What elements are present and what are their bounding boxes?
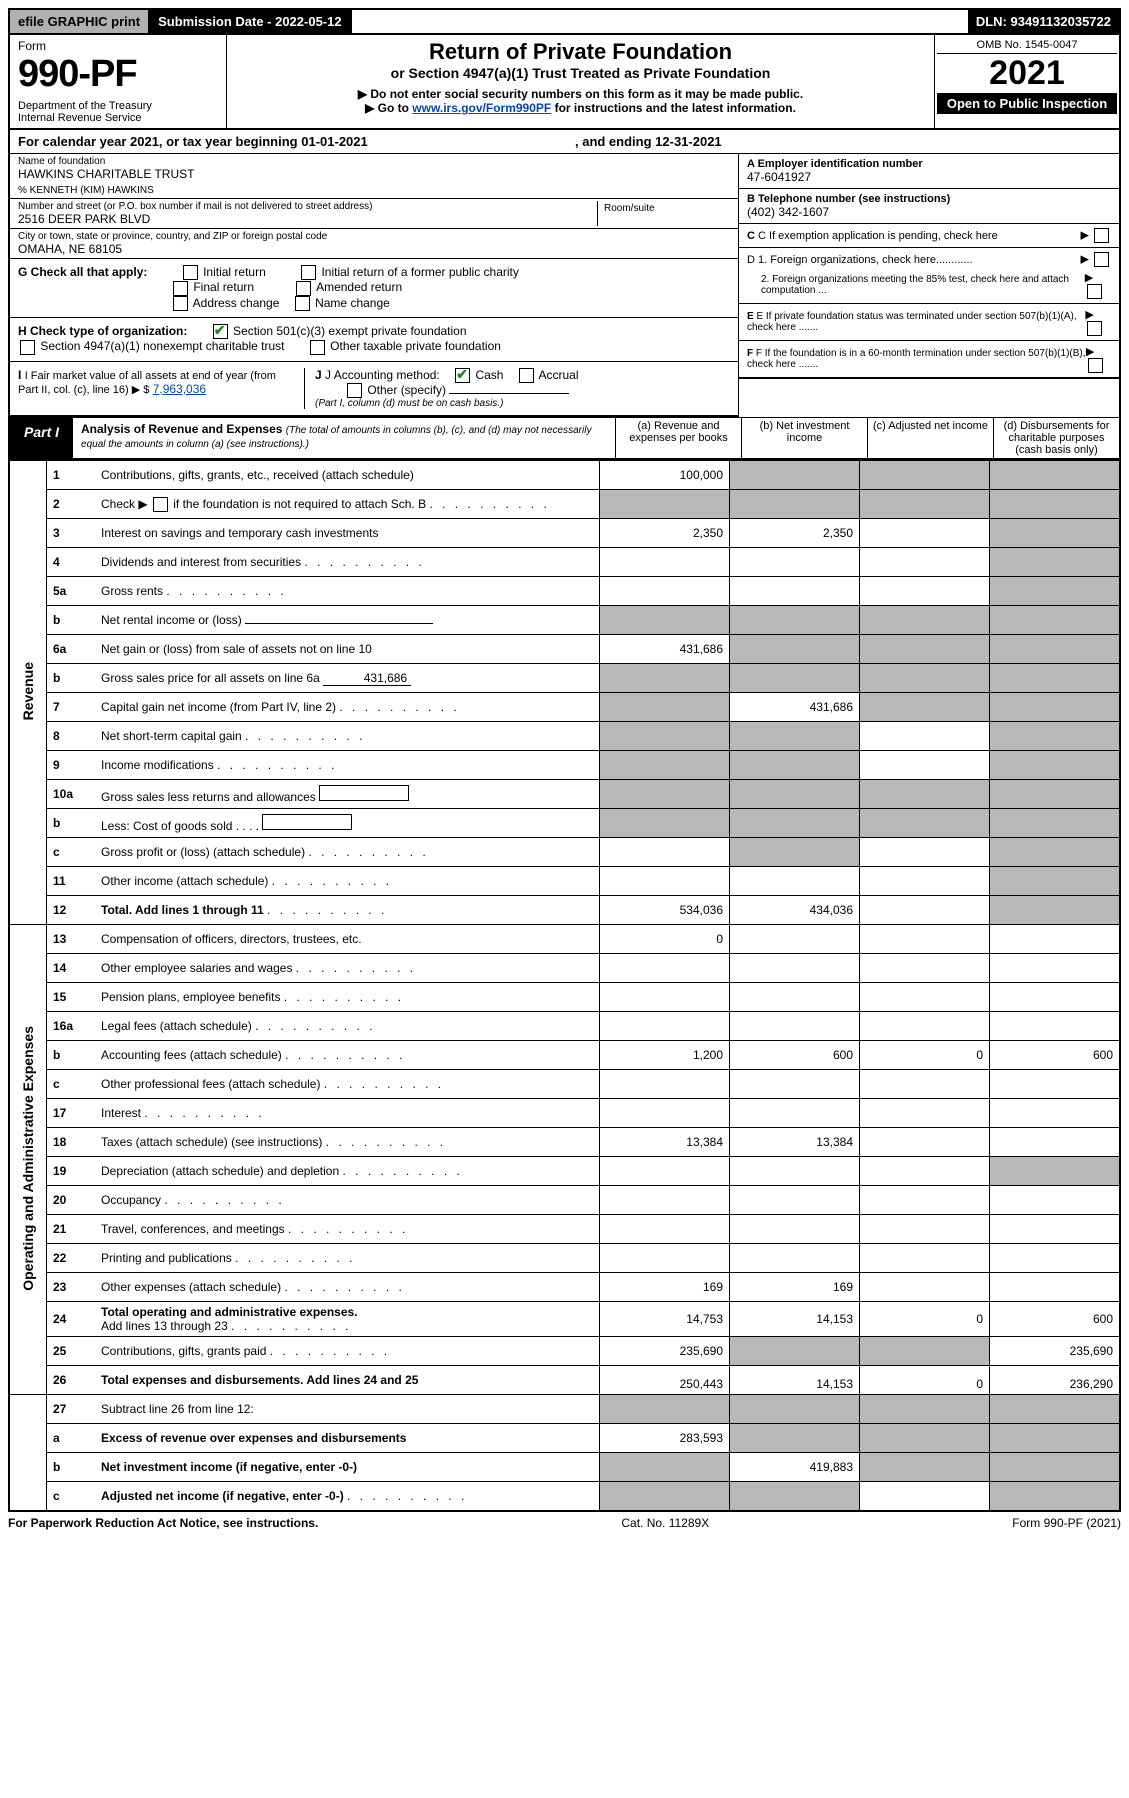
entity-info: Name of foundation HAWKINS CHARITABLE TR… [8,154,1121,417]
table-row: 24 Total operating and administrative ex… [9,1302,1120,1337]
other-method-checkbox[interactable] [347,383,362,398]
table-row: c Gross profit or (loss) (attach schedul… [9,838,1120,867]
tax-year: 2021 [937,54,1117,93]
col-b-header: (b) Net investment income [741,418,867,458]
part1-table: Revenue 1 Contributions, gifts, grants, … [8,460,1121,1512]
paperwork-notice: For Paperwork Reduction Act Notice, see … [8,1516,318,1530]
instructions-link[interactable]: www.irs.gov/Form990PF [412,101,551,115]
topbar: efile GRAPHIC print Submission Date - 20… [8,8,1121,35]
phone-value: (402) 342-1607 [747,205,829,219]
page-footer: For Paperwork Reduction Act Notice, see … [8,1512,1121,1534]
street-address: 2516 DEER PARK BLVD [18,212,597,226]
exemption-pending-checkbox[interactable] [1094,228,1109,243]
table-row: 22 Printing and publications [9,1244,1120,1273]
table-row: 4 Dividends and interest from securities [9,548,1120,577]
sch-b-checkbox[interactable] [153,497,168,512]
amended-return-checkbox[interactable] [296,281,311,296]
table-row: 26 Total expenses and disbursements. Add… [9,1366,1120,1395]
nonexempt-trust-checkbox[interactable] [20,340,35,355]
form-header: Form 990-PF Department of the Treasury I… [8,35,1121,130]
care-of: % KENNETH (KIM) HAWKINS [18,185,730,196]
name-change-checkbox[interactable] [295,296,310,311]
table-row: 20 Occupancy [9,1186,1120,1215]
accrual-method-checkbox[interactable] [519,368,534,383]
table-row: 16a Legal fees (attach schedule) [9,1012,1120,1041]
initial-former-checkbox[interactable] [301,265,316,280]
form-title-block: Return of Private Foundation or Section … [227,35,934,128]
year-block: OMB No. 1545-0047 2021 Open to Public In… [934,35,1119,128]
form-ref: Form 990-PF (2021) [1012,1516,1121,1530]
table-row: 14 Other employee salaries and wages [9,954,1120,983]
table-row: 3 Interest on savings and temporary cash… [9,519,1120,548]
form-number: 990-PF [18,53,137,95]
exempt-foundation-checkbox[interactable] [213,324,228,339]
status-terminated-checkbox[interactable] [1087,321,1102,336]
table-row: b Accounting fees (attach schedule) 1,20… [9,1041,1120,1070]
omb-number: OMB No. 1545-0047 [937,37,1117,54]
foreign-85-checkbox[interactable] [1087,284,1102,299]
form-number-block: Form 990-PF Department of the Treasury I… [10,35,227,128]
form-title: Return of Private Foundation [247,39,914,65]
table-row: 6a Net gain or (loss) from sale of asset… [9,635,1120,664]
calendar-year-line: For calendar year 2021, or tax year begi… [8,130,1121,154]
table-row: 15 Pension plans, employee benefits [9,983,1120,1012]
section-g: G Check all that apply: Initial return I… [10,259,738,318]
table-row: 9 Income modifications [9,751,1120,780]
foreign-org-checkbox[interactable] [1094,252,1109,267]
part1-label: Part I [10,418,73,458]
table-row: Operating and Administrative Expenses 13… [9,925,1120,954]
table-row: 11 Other income (attach schedule) [9,867,1120,896]
table-row: 17 Interest [9,1099,1120,1128]
table-row: Revenue 1 Contributions, gifts, grants, … [9,461,1120,490]
city-state-zip: OMAHA, NE 68105 [18,242,730,256]
section-i-j: I I Fair market value of all assets at e… [10,362,738,418]
dln: DLN: 93491132035722 [968,10,1119,33]
table-row: 23 Other expenses (attach schedule) 169 … [9,1273,1120,1302]
table-row: 10a Gross sales less returns and allowan… [9,780,1120,809]
table-row: 19 Depreciation (attach schedule) and de… [9,1157,1120,1186]
table-row: b Net rental income or (loss) [9,606,1120,635]
final-return-checkbox[interactable] [173,281,188,296]
table-row: c Adjusted net income (if negative, ente… [9,1482,1120,1512]
table-row: 7 Capital gain net income (from Part IV,… [9,693,1120,722]
table-row: 5a Gross rents [9,577,1120,606]
table-row: 8 Net short-term capital gain [9,722,1120,751]
table-row: 21 Travel, conferences, and meetings [9,1215,1120,1244]
ein-value: 47-6041927 [747,170,811,184]
table-row: c Other professional fees (attach schedu… [9,1070,1120,1099]
foundation-name: HAWKINS CHARITABLE TRUST [18,167,730,181]
part1-header: Part I Analysis of Revenue and Expenses … [8,417,1121,460]
other-taxable-checkbox[interactable] [310,340,325,355]
efile-label: efile GRAPHIC print [10,10,150,33]
col-c-header: (c) Adjusted net income [867,418,993,458]
open-to-public: Open to Public Inspection [937,93,1117,114]
initial-return-checkbox[interactable] [183,265,198,280]
table-row: 2 Check ▶ if the foundation is not requi… [9,490,1120,519]
table-row: b Less: Cost of goods sold . . . . [9,809,1120,838]
section-h: H Check type of organization: Section 50… [10,318,738,362]
revenue-side-label: Revenue [9,461,47,925]
col-d-header: (d) Disbursements for charitable purpose… [993,418,1119,458]
table-row: b Gross sales price for all assets on li… [9,664,1120,693]
table-row: a Excess of revenue over expenses and di… [9,1424,1120,1453]
table-row: 12 Total. Add lines 1 through 11 534,036… [9,896,1120,925]
address-change-checkbox[interactable] [173,296,188,311]
fmv-value[interactable]: 7,963,036 [153,382,206,396]
table-row: b Net investment income (if negative, en… [9,1453,1120,1482]
table-row: 25 Contributions, gifts, grants paid 235… [9,1337,1120,1366]
table-row: 27 Subtract line 26 from line 12: [9,1395,1120,1424]
catalog-number: Cat. No. 11289X [621,1516,709,1530]
room-suite: Room/suite [598,201,730,226]
expenses-side-label: Operating and Administrative Expenses [9,925,47,1395]
submission-date: Submission Date - 2022-05-12 [150,10,352,33]
cash-method-checkbox[interactable] [455,368,470,383]
table-row: 18 Taxes (attach schedule) (see instruct… [9,1128,1120,1157]
col-a-header: (a) Revenue and expenses per books [615,418,741,458]
60month-termination-checkbox[interactable] [1088,358,1103,373]
